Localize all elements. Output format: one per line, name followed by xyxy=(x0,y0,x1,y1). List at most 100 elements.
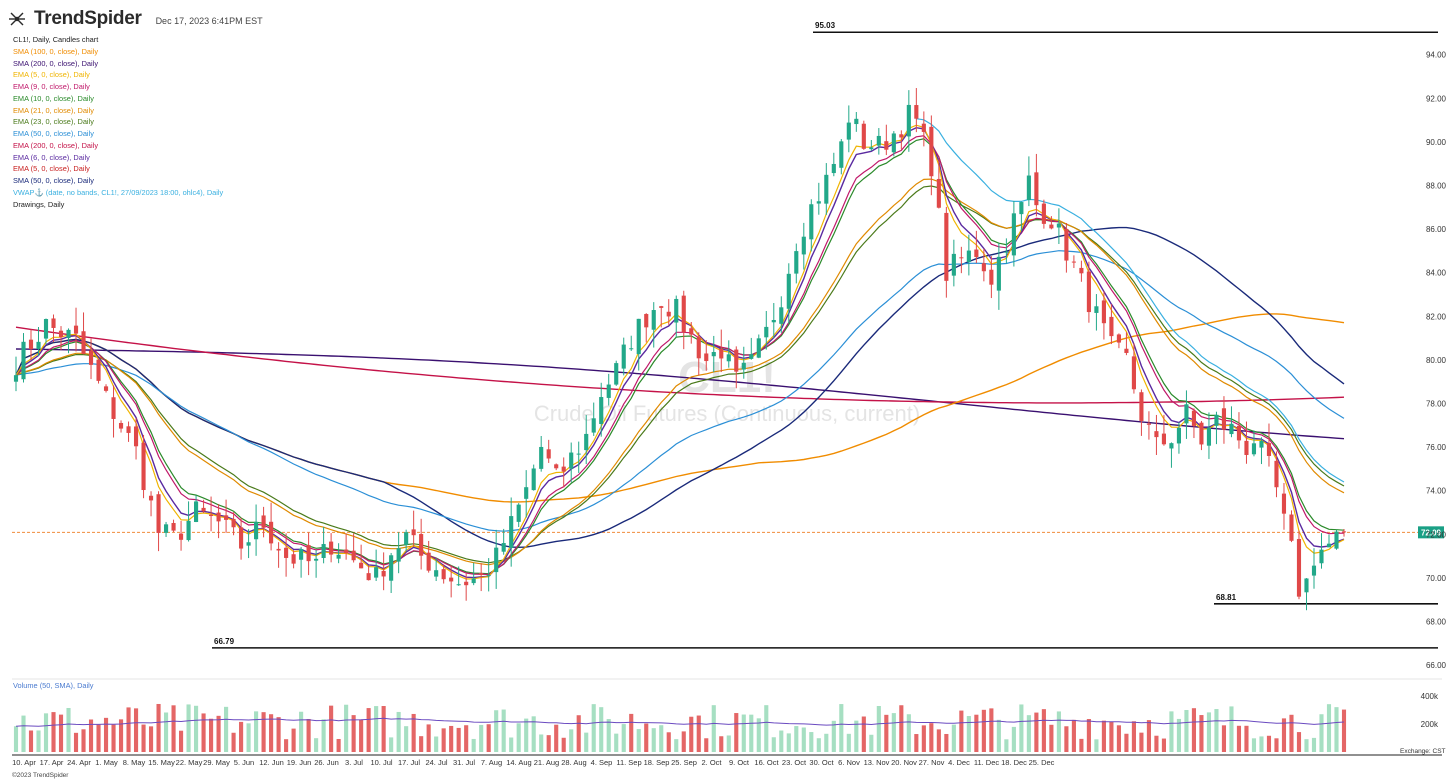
candle[interactable] xyxy=(1116,333,1121,349)
candle[interactable] xyxy=(951,239,956,287)
candle[interactable] xyxy=(516,503,521,528)
candle[interactable] xyxy=(1064,223,1069,273)
candle[interactable] xyxy=(756,334,761,359)
candle[interactable] xyxy=(794,243,799,284)
candle[interactable] xyxy=(66,328,71,354)
candle[interactable] xyxy=(1176,422,1182,454)
candle[interactable] xyxy=(456,566,461,586)
candle[interactable] xyxy=(254,504,259,556)
candle[interactable] xyxy=(869,140,874,151)
candle[interactable] xyxy=(1266,423,1272,467)
candle[interactable] xyxy=(801,222,806,270)
candle[interactable] xyxy=(13,356,19,392)
candle[interactable] xyxy=(921,111,926,147)
candle[interactable] xyxy=(1311,548,1317,589)
candle[interactable] xyxy=(426,540,431,573)
candle[interactable] xyxy=(734,346,739,389)
candle[interactable] xyxy=(606,373,611,406)
candle[interactable] xyxy=(1206,412,1212,459)
candle[interactable] xyxy=(1274,451,1279,498)
candle[interactable] xyxy=(674,295,679,338)
candle[interactable] xyxy=(1004,238,1009,264)
candle[interactable] xyxy=(876,128,881,155)
candle[interactable] xyxy=(764,310,769,350)
candle[interactable] xyxy=(118,420,124,433)
candle[interactable] xyxy=(21,333,26,383)
candle[interactable] xyxy=(561,457,566,488)
candle[interactable] xyxy=(1281,482,1287,530)
candle[interactable] xyxy=(269,502,274,551)
candle[interactable] xyxy=(201,499,206,513)
legend-item[interactable]: EMA (21, 0, close), Daily xyxy=(13,105,94,115)
candle[interactable] xyxy=(148,491,154,517)
candle[interactable] xyxy=(1221,396,1227,444)
candle[interactable] xyxy=(209,496,214,532)
candle[interactable] xyxy=(779,296,784,333)
candle[interactable] xyxy=(51,314,56,343)
candle[interactable] xyxy=(126,421,131,442)
candle[interactable] xyxy=(224,499,229,533)
candle[interactable] xyxy=(306,532,311,576)
candle[interactable] xyxy=(1101,291,1106,340)
candle[interactable] xyxy=(344,533,349,560)
candle[interactable] xyxy=(261,506,266,538)
candle[interactable] xyxy=(1109,304,1114,345)
candle[interactable] xyxy=(1319,533,1324,569)
candle[interactable] xyxy=(111,385,116,438)
candle[interactable] xyxy=(809,199,814,252)
candle[interactable] xyxy=(906,90,911,152)
candle[interactable] xyxy=(524,470,529,518)
candle[interactable] xyxy=(389,552,394,594)
candle[interactable] xyxy=(636,318,641,371)
candle[interactable] xyxy=(816,182,821,215)
candle[interactable] xyxy=(899,130,904,150)
candle[interactable] xyxy=(141,434,146,499)
legend-item[interactable]: SMA (100, 0, close), Daily xyxy=(13,46,99,56)
candle[interactable] xyxy=(329,533,334,563)
candle[interactable] xyxy=(73,307,79,352)
candle[interactable] xyxy=(28,329,34,361)
candle[interactable] xyxy=(36,327,41,357)
candle[interactable] xyxy=(1139,389,1144,436)
candle[interactable] xyxy=(689,322,694,344)
legend-item[interactable]: EMA (6, 0, close), Daily xyxy=(13,152,90,162)
candle[interactable] xyxy=(854,112,859,132)
candle[interactable] xyxy=(276,542,281,568)
candle[interactable] xyxy=(434,558,439,582)
candle[interactable] xyxy=(1011,200,1016,267)
candle[interactable] xyxy=(359,544,364,569)
candle[interactable] xyxy=(314,550,319,578)
candle[interactable] xyxy=(711,335,716,373)
legend-item[interactable]: EMA (50, 0, close), Daily xyxy=(13,129,94,138)
candle[interactable] xyxy=(1154,414,1159,455)
candle[interactable] xyxy=(1289,510,1294,543)
candle[interactable] xyxy=(599,382,604,437)
candle[interactable] xyxy=(479,563,484,592)
candle[interactable] xyxy=(396,532,401,574)
candle[interactable] xyxy=(163,521,169,537)
candle[interactable] xyxy=(336,543,341,564)
candle[interactable] xyxy=(96,358,101,384)
candle[interactable] xyxy=(576,441,581,473)
candle[interactable] xyxy=(741,346,746,379)
legend-item[interactable]: EMA (200, 0, close), Daily xyxy=(13,140,99,150)
candle[interactable] xyxy=(1236,412,1242,449)
candle[interactable] xyxy=(1079,260,1084,282)
candle[interactable] xyxy=(43,318,49,345)
candle[interactable] xyxy=(959,246,964,274)
candle[interactable] xyxy=(178,520,184,551)
candle[interactable] xyxy=(291,550,296,569)
candle[interactable] xyxy=(591,402,596,436)
candle[interactable] xyxy=(1341,529,1347,537)
candle[interactable] xyxy=(81,312,86,355)
candle[interactable] xyxy=(1131,343,1136,394)
candle[interactable] xyxy=(156,491,161,552)
candle[interactable] xyxy=(786,263,791,324)
candle[interactable] xyxy=(351,533,356,563)
candle[interactable] xyxy=(216,503,221,539)
candle[interactable] xyxy=(321,526,326,564)
candle[interactable] xyxy=(1334,529,1339,550)
candle[interactable] xyxy=(584,415,589,465)
candle[interactable] xyxy=(666,299,671,325)
